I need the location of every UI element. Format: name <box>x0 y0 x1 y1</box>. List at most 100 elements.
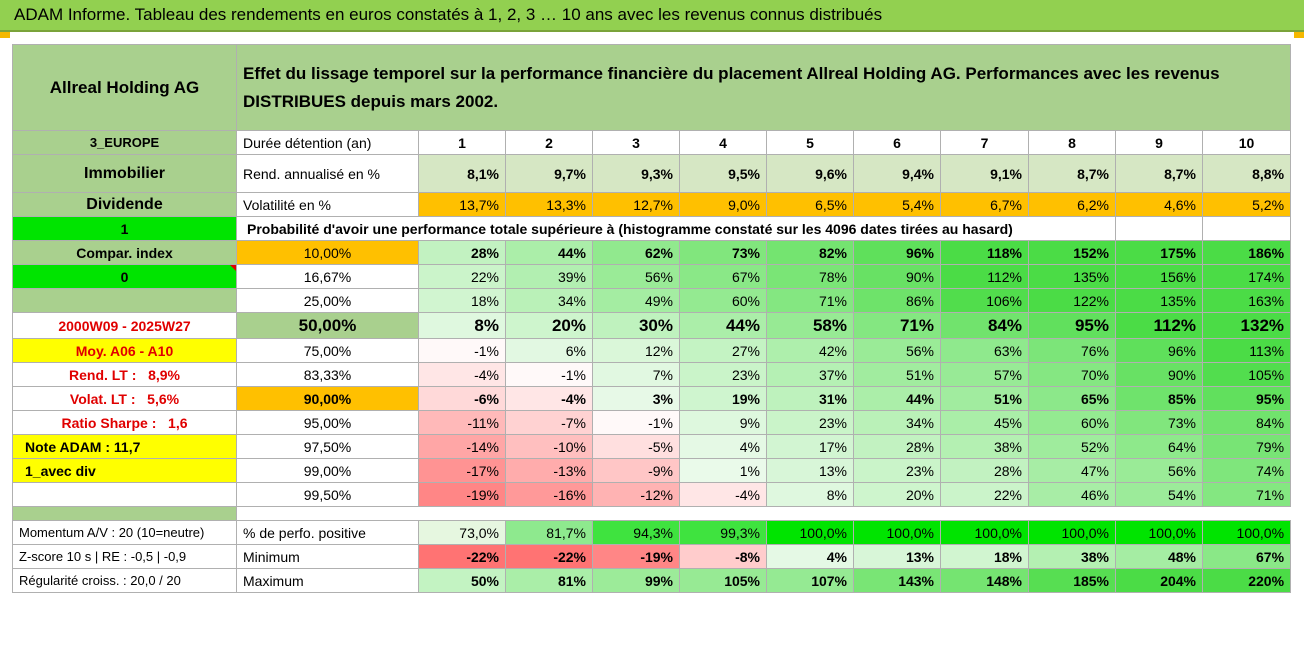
probability-cell: -1% <box>418 338 506 363</box>
volatility-cell: 13,7% <box>418 192 506 217</box>
minimum-cell: 48% <box>1115 544 1203 569</box>
probability-cell: 63% <box>940 338 1029 363</box>
probability-cell: 44% <box>505 240 593 265</box>
quantile-label: 50,00% <box>236 312 419 339</box>
positive-cell: 99,3% <box>679 520 767 545</box>
probability-cell: -4% <box>505 386 593 411</box>
probability-cell: 84% <box>940 312 1029 339</box>
year-header: 2 <box>505 130 593 155</box>
probability-cell: 44% <box>853 386 941 411</box>
year-header: 3 <box>592 130 680 155</box>
probability-cell: 34% <box>505 288 593 313</box>
maximum-cell: 185% <box>1028 568 1116 593</box>
minimum-cell: 4% <box>766 544 854 569</box>
period-label: 2000W09 - 2025W27 <box>12 312 237 339</box>
probability-cell: -4% <box>679 482 767 507</box>
probability-cell: 60% <box>679 288 767 313</box>
return-cell: 8,7% <box>1028 154 1116 193</box>
probability-cell: -19% <box>418 482 506 507</box>
probability-cell: 18% <box>418 288 506 313</box>
probability-cell: -14% <box>418 434 506 459</box>
minimum-row: Z-score 10 s | RE : -0,5 | -0,9 Minimum … <box>12 544 1292 569</box>
quantile-row: 2000W09 - 2025W27 50,00% 8% 20% 30% 44% 58% 71… <box>12 312 1292 339</box>
positive-cell: 100,0% <box>1115 520 1203 545</box>
probability-cell: 156% <box>1115 264 1203 289</box>
probability-cell: 60% <box>1028 410 1116 435</box>
probability-cell: 12% <box>592 338 680 363</box>
minimum-cell: -8% <box>679 544 767 569</box>
probability-cell: 28% <box>418 240 506 265</box>
probability-cell: 71% <box>853 312 941 339</box>
minimum-cell: 38% <box>1028 544 1116 569</box>
probability-cell: 163% <box>1201 288 1292 313</box>
probability-cell: 47% <box>1028 458 1116 483</box>
probability-cell: 34% <box>853 410 941 435</box>
year-header: 1 <box>418 130 506 155</box>
positive-cell: 81,7% <box>505 520 593 545</box>
return-cell: 9,6% <box>766 154 854 193</box>
minimum-cell: -22% <box>418 544 506 569</box>
quantile-label: 83,33% <box>236 362 419 387</box>
volatility-cell: 13,3% <box>505 192 593 217</box>
probability-cell: 70% <box>1028 362 1116 387</box>
volatility-cell: 9,0% <box>679 192 767 217</box>
probability-cell: 30% <box>592 312 680 339</box>
maximum-cell: 148% <box>940 568 1029 593</box>
return-cell: 9,1% <box>940 154 1029 193</box>
probability-cell: 96% <box>853 240 941 265</box>
quantile-row: 99,50% -19% -16% -12% -4% 8% 20% 22% 46% 54% 71% <box>12 482 1292 507</box>
probability-cell: -16% <box>505 482 593 507</box>
probability-cell: 6% <box>505 338 593 363</box>
sector-label: Immobilier <box>12 154 237 193</box>
probability-cell: 46% <box>1028 482 1116 507</box>
probability-cell: -5% <box>592 434 680 459</box>
company-name: Allreal Holding AG <box>12 44 237 131</box>
corner-marker-right <box>1294 28 1304 38</box>
year-header: 4 <box>679 130 767 155</box>
probability-cell: 113% <box>1201 338 1292 363</box>
probability-cell: -1% <box>505 362 593 387</box>
quantile-label: 97,50% <box>236 434 419 459</box>
probability-cell: 27% <box>679 338 767 363</box>
probability-cell: 8% <box>418 312 506 339</box>
blank-cell <box>12 482 237 507</box>
probability-cell: 52% <box>1028 434 1116 459</box>
probability-cell: 4% <box>679 434 767 459</box>
quantile-label: 16,67% <box>236 264 419 289</box>
year-header: 10 <box>1201 130 1292 155</box>
probability-cell: 58% <box>766 312 854 339</box>
return-cell: 8,8% <box>1201 154 1292 193</box>
quantile-row: Compar. index 10,00% 28% 44% 62% 73% 82% 96% 11… <box>12 240 1292 265</box>
volatility-cell: 5,2% <box>1201 192 1292 217</box>
separator-row <box>12 506 1291 521</box>
quantile-row: 0 16,67% 22% 39% 56% 67% 78% 90% 112% 135% 156% 17… <box>12 264 1292 289</box>
probability-cell: 23% <box>679 362 767 387</box>
probability-cell: 20% <box>853 482 941 507</box>
probability-cell: 175% <box>1115 240 1203 265</box>
returns-label: Rend. annualisé en % <box>236 154 419 193</box>
probability-cell: 51% <box>853 362 941 387</box>
year-header: 8 <box>1028 130 1116 155</box>
probability-cell: -7% <box>505 410 593 435</box>
probability-cell: 57% <box>940 362 1029 387</box>
quantile-row: Moy. A06 - A10 75,00% -1% 6% 12% 27% 42% 56% 63… <box>12 338 1292 363</box>
return-cell: 8,1% <box>418 154 506 193</box>
returns-table: Allreal Holding AG Effet du lissage temp… <box>12 44 1292 593</box>
probability-cell: 23% <box>853 458 941 483</box>
minimum-cell: -22% <box>505 544 593 569</box>
probability-cell: 1% <box>679 458 767 483</box>
maximum-cell: 143% <box>853 568 941 593</box>
probability-cell: 62% <box>592 240 680 265</box>
quantile-row: Volat. LT : 5,6% 90,00% -6% -4% 3% 19% 31% 44%… <box>12 386 1292 411</box>
volatility-label: Volatilité en % <box>236 192 419 217</box>
rend-lt: Rend. LT : 8,9% <box>12 362 237 387</box>
probability-cell: 39% <box>505 264 593 289</box>
probability-cell: 20% <box>505 312 593 339</box>
year-header: 5 <box>766 130 854 155</box>
probability-cell: 56% <box>1115 458 1203 483</box>
probability-cell: 7% <box>592 362 680 387</box>
probability-cell: 174% <box>1201 264 1292 289</box>
probability-cell: 64% <box>1115 434 1203 459</box>
compar-index-label: Compar. index <box>12 240 237 265</box>
